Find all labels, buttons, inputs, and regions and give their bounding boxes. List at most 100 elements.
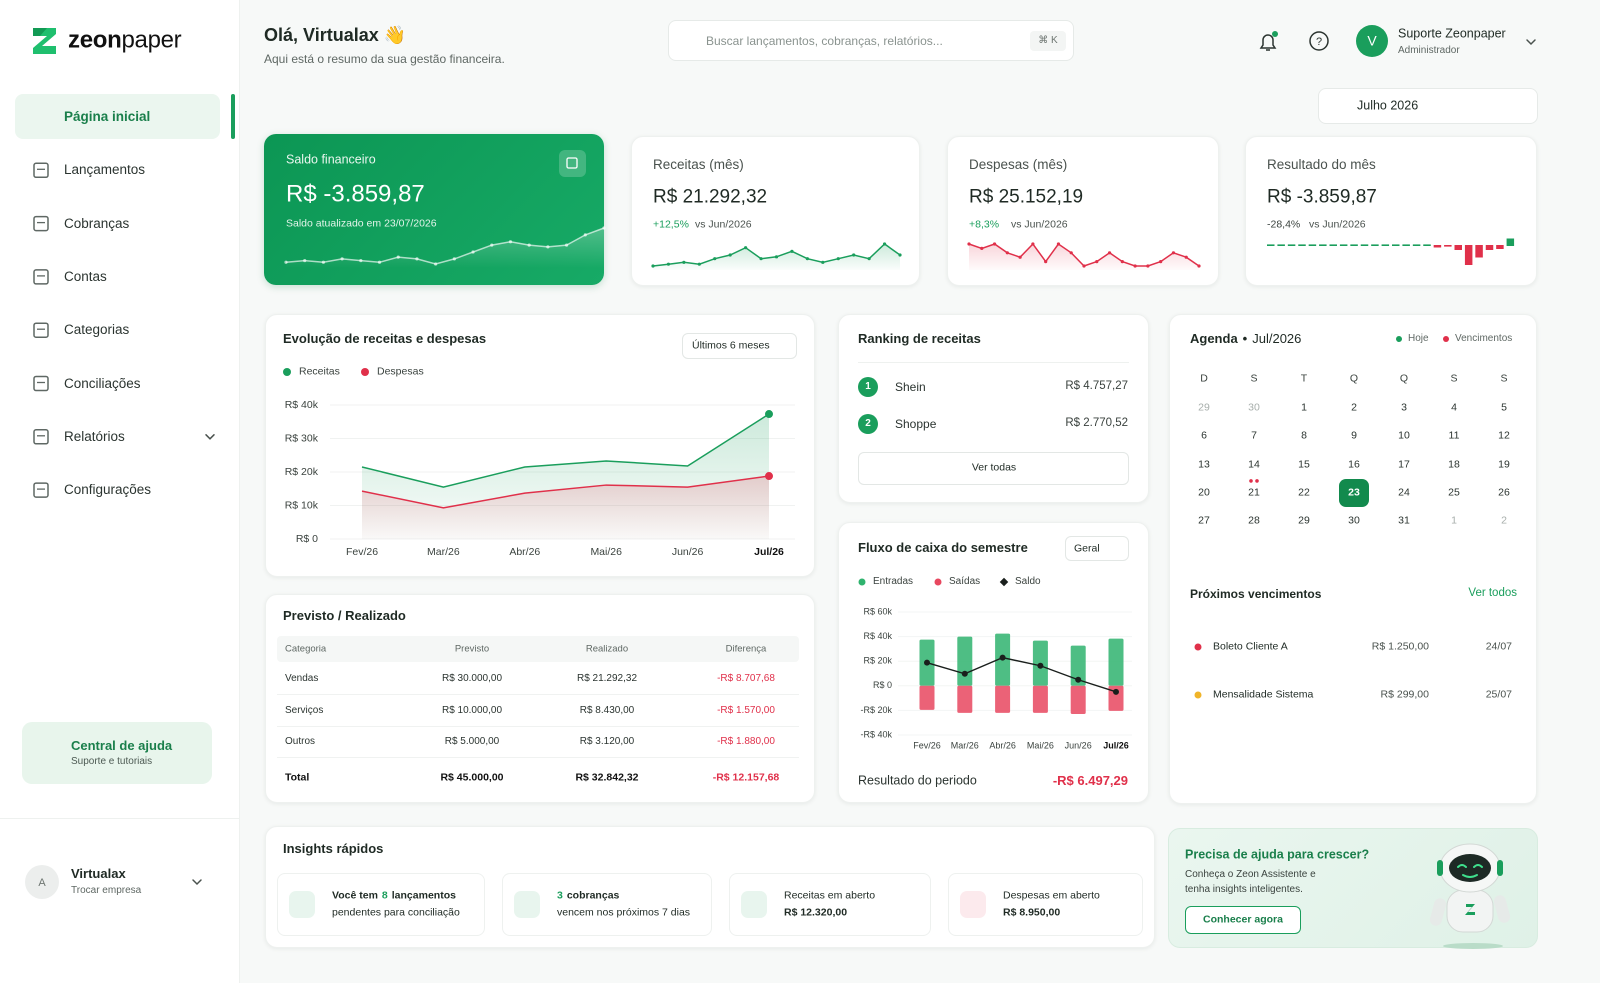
calendar-day[interactable]: 3	[1401, 401, 1407, 414]
search-box[interactable]	[668, 20, 1074, 61]
kpi-title: Receitas (mês)	[653, 156, 744, 172]
calendar-day[interactable]: 5	[1501, 401, 1507, 414]
period-picker[interactable]	[1318, 88, 1538, 124]
table-total: R$ 32.842,32	[575, 771, 639, 784]
insight-item[interactable]	[729, 873, 931, 936]
filter-label[interactable]: Últimos 6 meses	[692, 339, 770, 352]
calendar-day[interactable]: 4	[1451, 401, 1457, 414]
insight-item[interactable]	[502, 873, 712, 936]
nav-item[interactable]: Página inicial	[64, 108, 151, 124]
button[interactable]	[1185, 906, 1301, 934]
filter-label[interactable]: Geral	[1074, 542, 1100, 555]
due-name: Mensalidade Sistema	[1213, 688, 1314, 701]
kpi-title: Saldo financeiro	[286, 152, 376, 167]
link[interactable]: Ver todos	[1468, 587, 1517, 600]
calendar-day[interactable]: 16	[1348, 458, 1360, 471]
insight-item[interactable]	[277, 873, 485, 936]
calendar-day[interactable]: 22	[1298, 486, 1310, 499]
calendar-day[interactable]: 29	[1298, 514, 1310, 527]
button-label[interactable]: Ver todas	[971, 461, 1017, 474]
calendar-day[interactable]: 25	[1448, 486, 1460, 499]
calendar-day[interactable]: 30	[1248, 401, 1260, 414]
open-button[interactable]	[559, 150, 586, 177]
bell-icon	[1259, 34, 1277, 51]
calendar-day[interactable]: 17	[1398, 458, 1410, 471]
agenda-title-text: Agenda	[1190, 331, 1238, 347]
column-header: Categoria	[285, 643, 327, 655]
calendar-day[interactable]: 9	[1351, 430, 1357, 442]
calendar-day[interactable]: 28	[1248, 514, 1260, 527]
greeting-subtitle: Aqui está o resumo da sua gestão finance…	[264, 51, 505, 66]
weekday: S	[1450, 372, 1458, 385]
help-box[interactable]	[22, 722, 212, 784]
due-date: 25/07	[1485, 688, 1512, 701]
nav-item[interactable]: Lançamentos	[64, 162, 146, 178]
calendar-day[interactable]: 29	[1198, 401, 1210, 414]
calendar-day[interactable]: 31	[1398, 514, 1410, 527]
button-label[interactable]: Conhecer agora	[1203, 913, 1283, 926]
calendar-day[interactable]: 24	[1398, 486, 1410, 499]
calendar-day[interactable]: 12	[1498, 430, 1510, 442]
nav-item[interactable]: Configurações	[64, 482, 152, 497]
kpi-value: R$ 25.152,19	[969, 186, 1084, 208]
insight-text: lançamentos	[391, 889, 456, 902]
insight-count: 3	[557, 889, 563, 902]
nav-item[interactable]: Relatórios	[64, 428, 125, 444]
row-divider	[277, 725, 799, 727]
due-name: Boleto Cliente A	[1213, 640, 1288, 653]
insight-detail: vencem nos próximos 7 dias	[557, 906, 691, 919]
nav-item[interactable]: Cobranças	[64, 215, 130, 231]
table-total: -R$ 12.157,68	[712, 771, 780, 784]
kpi-value: R$ -3.859,87	[1267, 186, 1377, 208]
legend-label: Despesas	[377, 365, 424, 378]
calendar-day[interactable]: 2	[1351, 401, 1357, 414]
calendar-day[interactable]: 14	[1248, 458, 1260, 471]
calendar-day[interactable]: 13	[1198, 458, 1210, 471]
insight-icon	[741, 891, 767, 918]
calendar-day[interactable]: 23	[1348, 486, 1360, 499]
insight-item[interactable]	[948, 873, 1143, 936]
calendar-day[interactable]: 18	[1448, 458, 1460, 471]
notification-dot	[1272, 31, 1278, 37]
chart-title: Fluxo de caixa do semestre	[858, 540, 1028, 556]
brand: zeonpaper	[68, 26, 182, 56]
calendar-day[interactable]: 26	[1498, 486, 1510, 499]
table-cell: R$ 10.000,00	[441, 704, 503, 716]
filter-select[interactable]	[1065, 536, 1129, 561]
nav-active-bg	[15, 94, 220, 139]
calendar-day[interactable]: 19	[1498, 458, 1510, 471]
calendar-day[interactable]: 1	[1451, 514, 1457, 527]
nav-active-bar	[231, 94, 235, 139]
calendar-day[interactable]: 2	[1501, 514, 1507, 527]
weekday: S	[1500, 372, 1508, 385]
kpi-card	[1245, 136, 1537, 286]
calendar-day[interactable]: 15	[1298, 458, 1310, 471]
calendar-day[interactable]: 27	[1198, 514, 1210, 527]
table-cell: R$ 30.000,00	[441, 673, 503, 684]
calendar-day[interactable]: 10	[1398, 430, 1410, 442]
due-value: R$ 299,00	[1380, 688, 1429, 701]
brand-part: zeon	[68, 26, 122, 54]
calendar-day[interactable]: 6	[1201, 430, 1207, 442]
company-name: Virtualax	[71, 866, 126, 882]
separator: •	[1242, 331, 1248, 347]
calendar-day[interactable]: 11	[1448, 430, 1460, 442]
calendar-day[interactable]: 30	[1348, 514, 1360, 527]
filter-select[interactable]	[682, 333, 797, 359]
nav-item[interactable]: Categorias	[64, 322, 130, 338]
calendar-day[interactable]: 8	[1301, 430, 1307, 442]
calendar-day[interactable]: 7	[1251, 430, 1257, 442]
nav-item[interactable]: Contas	[64, 268, 107, 284]
kpi-change: +8,3%	[969, 218, 1000, 231]
section-title: Próximos vencimentos	[1190, 586, 1322, 601]
calendar-day[interactable]: 1	[1301, 401, 1307, 414]
insight-detail: R$ 12.320,00	[784, 906, 848, 919]
insight-label: Receitas em aberto	[784, 889, 876, 902]
kpi-note: Saldo atualizado em 23/07/2026	[286, 217, 437, 230]
nav-item[interactable]: Conciliações	[64, 375, 141, 391]
due-date: 24/07	[1485, 640, 1512, 653]
button[interactable]	[858, 452, 1129, 485]
calendar-day[interactable]: 21	[1248, 486, 1260, 499]
calendar-day[interactable]: 20	[1198, 486, 1210, 499]
